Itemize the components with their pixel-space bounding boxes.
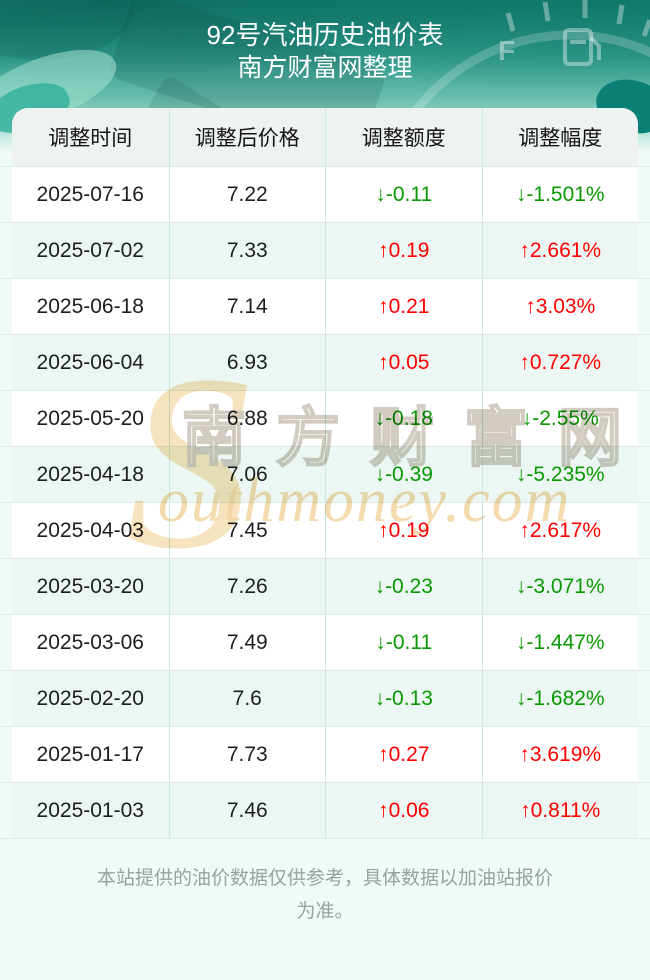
cell-date: 2025-01-17	[36, 742, 144, 766]
cell-percent: ↑0.811%	[481, 783, 639, 838]
cell-percent: ↓-1.682%	[481, 671, 639, 726]
column-header-price: 调整后价格	[168, 108, 326, 166]
cell-change: ↓-0.39	[325, 447, 482, 502]
table-row: 2025-04-03 7.45 ↑0.19 ↑2.617%	[0, 502, 650, 558]
cell-date: 2025-06-04	[36, 350, 144, 374]
cell-price: 7.45	[168, 503, 326, 558]
cell-change: ↑0.21	[325, 279, 482, 334]
footer-disclaimer: 本站提供的油价数据仅供参考，具体数据以加油站报价 为准。	[0, 862, 650, 928]
footer-line-1: 本站提供的油价数据仅供参考，具体数据以加油站报价	[96, 868, 553, 889]
table-header-row: 调整时间 调整后价格 调整额度 调整幅度	[0, 108, 650, 166]
table-row-inner: 2025-03-06 7.49 ↓-0.11 ↓-1.447%	[12, 615, 638, 670]
cell-date: 2025-01-03	[36, 798, 144, 822]
cell-date: 2025-03-20	[36, 574, 144, 598]
cell-change: ↓-0.11	[325, 167, 482, 222]
column-header-date: 调整时间	[48, 127, 133, 150]
table-row-inner: 2025-06-04 6.93 ↑0.05 ↑0.727%	[12, 335, 638, 390]
cell-price: 7.33	[168, 223, 326, 278]
cell-price: 7.73	[168, 727, 326, 782]
cell-percent: ↓-3.071%	[481, 559, 639, 614]
cell-percent: ↓-1.501%	[481, 167, 639, 222]
table-bottom-border	[0, 838, 650, 839]
table-row: 2025-06-18 7.14 ↑0.21 ↑3.03%	[0, 278, 650, 334]
cell-change: ↑0.05	[325, 335, 482, 390]
table-row-inner: 2025-07-16 7.22 ↓-0.11 ↓-1.501%	[12, 167, 638, 222]
page-title: 92号汽油历史油价表	[206, 20, 444, 50]
table-row: 2025-02-20 7.6 ↓-0.13 ↓-1.682%	[0, 670, 650, 726]
column-header-change: 调整额度	[325, 108, 482, 166]
cell-date: 2025-07-16	[36, 182, 144, 206]
cell-date: 2025-06-18	[36, 294, 144, 318]
cell-percent: ↓-1.447%	[481, 615, 639, 670]
cell-percent: ↑0.727%	[481, 335, 639, 390]
cell-price: 7.22	[168, 167, 326, 222]
cell-price: 6.93	[168, 335, 326, 390]
cell-change: ↑0.19	[325, 223, 482, 278]
cell-price: 7.49	[168, 615, 326, 670]
oil-price-table: 调整时间 调整后价格 调整额度 调整幅度 2025-07-16 7.22 ↓-0.1…	[0, 108, 650, 839]
table-row: 2025-03-20 7.26 ↓-0.23 ↓-3.071%	[0, 558, 650, 614]
table-row-inner: 2025-01-03 7.46 ↑0.06 ↑0.811%	[12, 783, 638, 838]
cell-price: 7.6	[168, 671, 326, 726]
cell-percent: ↑3.619%	[481, 727, 639, 782]
table-row-inner: 2025-07-02 7.33 ↑0.19 ↑2.661%	[12, 223, 638, 278]
cell-date: 2025-02-20	[36, 686, 144, 710]
cell-percent: ↑2.617%	[481, 503, 639, 558]
cell-change: ↑0.06	[325, 783, 482, 838]
gauge-full-label: F	[498, 35, 515, 66]
table-row: 2025-07-16 7.22 ↓-0.11 ↓-1.501%	[0, 166, 650, 222]
column-header-percent: 调整幅度	[481, 108, 639, 166]
table-row-inner: 2025-04-18 7.06 ↓-0.39 ↓-5.235%	[12, 447, 638, 502]
table-row: 2025-05-20 6.88 ↓-0.18 ↓-2.55%	[0, 390, 650, 446]
footer-line-2: 为准。	[296, 901, 354, 922]
cell-change: ↑0.19	[325, 503, 482, 558]
table-row-inner: 2025-02-20 7.6 ↓-0.13 ↓-1.682%	[12, 671, 638, 726]
table-row-inner: 2025-01-17 7.73 ↑0.27 ↑3.619%	[12, 727, 638, 782]
cell-date: 2025-04-18	[36, 462, 144, 486]
table-row-inner: 2025-04-03 7.45 ↑0.19 ↑2.617%	[12, 503, 638, 558]
page-subtitle: 南方财富网整理	[237, 54, 413, 82]
table-row: 2025-07-02 7.33 ↑0.19 ↑2.661%	[0, 222, 650, 278]
cell-date: 2025-05-20	[36, 406, 144, 430]
cell-percent: ↓-2.55%	[481, 391, 639, 446]
cell-percent: ↑3.03%	[481, 279, 639, 334]
cell-price: 7.06	[168, 447, 326, 502]
table-row: 2025-01-17 7.73 ↑0.27 ↑3.619%	[0, 726, 650, 782]
cell-date: 2025-03-06	[36, 630, 144, 654]
cell-percent: ↑2.661%	[481, 223, 639, 278]
cell-price: 7.14	[168, 279, 326, 334]
cell-change: ↓-0.23	[325, 559, 482, 614]
cell-change: ↓-0.11	[325, 615, 482, 670]
cell-change: ↓-0.18	[325, 391, 482, 446]
cell-change: ↑0.27	[325, 727, 482, 782]
cell-percent: ↓-5.235%	[481, 447, 639, 502]
cell-price: 6.88	[168, 391, 326, 446]
table-body: 2025-07-16 7.22 ↓-0.11 ↓-1.501% 2025-07-02 7.…	[0, 166, 650, 838]
cell-price: 7.46	[168, 783, 326, 838]
table-row: 2025-01-03 7.46 ↑0.06 ↑0.811%	[0, 782, 650, 838]
table-row-inner: 2025-03-20 7.26 ↓-0.23 ↓-3.071%	[12, 559, 638, 614]
cell-price: 7.26	[168, 559, 326, 614]
cell-change: ↓-0.13	[325, 671, 482, 726]
cell-date: 2025-07-02	[36, 238, 144, 262]
table-row-inner: 2025-05-20 6.88 ↓-0.18 ↓-2.55%	[12, 391, 638, 446]
gas-pump-icon	[563, 28, 601, 66]
table-row: 2025-04-18 7.06 ↓-0.39 ↓-5.235%	[0, 446, 650, 502]
table-row: 2025-03-06 7.49 ↓-0.11 ↓-1.447%	[0, 614, 650, 670]
table-row-inner: 2025-06-18 7.14 ↑0.21 ↑3.03%	[12, 279, 638, 334]
cell-date: 2025-04-03	[36, 518, 144, 542]
table-row: 2025-06-04 6.93 ↑0.05 ↑0.727%	[0, 334, 650, 390]
